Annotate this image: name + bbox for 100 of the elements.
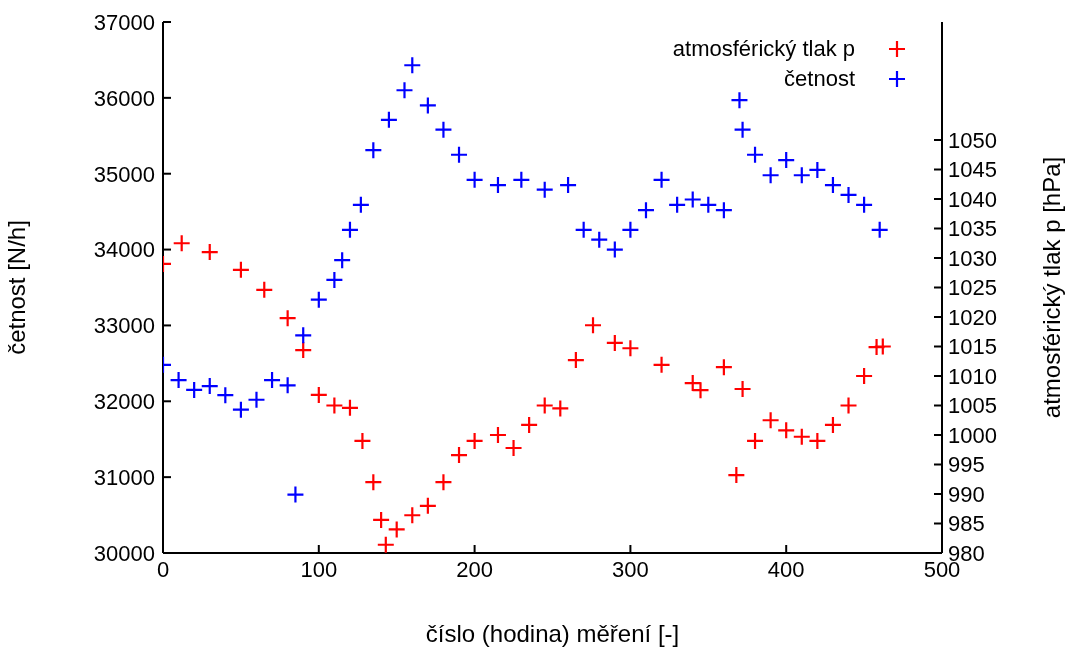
- point: [839, 396, 858, 415]
- point: [403, 56, 422, 75]
- point: [761, 166, 780, 185]
- point: [777, 421, 796, 440]
- y2-tick-label: 1045: [948, 157, 997, 183]
- legend-label: četnost: [784, 65, 855, 93]
- y2-tick-label: 995: [948, 452, 985, 478]
- point: [652, 355, 671, 374]
- point: [808, 431, 827, 450]
- x-tick-label: 0: [156, 556, 170, 582]
- y2-tick-label: 990: [948, 481, 985, 507]
- y2-tick-label: 1020: [948, 304, 997, 330]
- point: [823, 175, 843, 195]
- point: [364, 473, 383, 492]
- point: [574, 220, 593, 239]
- point: [636, 201, 656, 220]
- point: [340, 398, 360, 417]
- point: [200, 377, 219, 396]
- point: [376, 535, 395, 553]
- y2-tick-label: 1040: [948, 186, 997, 212]
- point: [351, 195, 370, 214]
- point: [395, 81, 414, 100]
- point: [777, 150, 796, 170]
- point: [535, 396, 554, 415]
- y2-tick-label: 1005: [948, 393, 997, 419]
- y2-tick-label: 1015: [948, 334, 997, 360]
- y-tick-label: 37000: [93, 9, 155, 35]
- y-tick-label: 34000: [93, 237, 155, 263]
- point: [372, 510, 391, 530]
- point: [172, 234, 191, 253]
- point: [605, 240, 624, 259]
- point: [504, 438, 523, 458]
- point: [733, 120, 752, 139]
- point: [683, 190, 702, 209]
- point: [465, 431, 484, 450]
- x-tick-label: 200: [456, 556, 493, 582]
- x-tick-label: 400: [767, 556, 805, 582]
- point: [590, 230, 609, 249]
- point: [353, 431, 372, 450]
- point: [185, 380, 204, 400]
- point: [325, 396, 344, 415]
- point: [733, 379, 752, 399]
- y2-axis-title: atmosférický tlak p [hPa]: [1037, 156, 1065, 419]
- point: [855, 366, 874, 386]
- point: [262, 370, 282, 390]
- y2-tick-label: 1000: [948, 422, 997, 448]
- point: [278, 376, 297, 395]
- point: [449, 445, 469, 465]
- y2-tick-label: 1050: [948, 127, 997, 153]
- point: [558, 175, 578, 195]
- x-tick-label: 100: [300, 556, 338, 582]
- point: [535, 180, 554, 199]
- point: [434, 120, 453, 139]
- point: [255, 280, 274, 299]
- y-tick-label: 35000: [93, 161, 155, 187]
- point: [551, 399, 570, 418]
- point: [583, 316, 603, 335]
- point: [520, 415, 539, 435]
- y-tick-label: 30000: [93, 540, 155, 566]
- point: [792, 427, 811, 446]
- point: [512, 170, 531, 189]
- point: [870, 220, 889, 239]
- point: [449, 145, 469, 164]
- point: [434, 473, 453, 492]
- point: [340, 220, 360, 239]
- point: [668, 195, 687, 214]
- y2-tick-label: 1035: [948, 216, 997, 242]
- point: [621, 220, 640, 239]
- point: [309, 385, 328, 404]
- y-axis-title: četnost [N/h]: [2, 220, 30, 355]
- point: [231, 400, 250, 419]
- y-tick-label: 36000: [93, 85, 155, 111]
- point: [730, 91, 749, 110]
- point: [403, 506, 422, 525]
- y2-tick-label: 1010: [948, 363, 997, 389]
- y2-tick-label: 985: [948, 511, 985, 537]
- point: [761, 411, 780, 430]
- point: [294, 340, 313, 360]
- point: [839, 185, 858, 205]
- point: [247, 390, 266, 409]
- point: [278, 309, 297, 328]
- point: [418, 496, 437, 515]
- point: [294, 326, 313, 345]
- x-tick-label: 300: [612, 556, 649, 582]
- y2-tick-label: 1025: [948, 275, 997, 301]
- point: [309, 290, 328, 309]
- point: [488, 175, 508, 195]
- point: [200, 243, 219, 262]
- point: [418, 96, 437, 115]
- point: [364, 141, 383, 160]
- point: [745, 431, 765, 450]
- y-tick-label: 32000: [93, 389, 155, 415]
- point: [465, 170, 484, 189]
- point: [286, 485, 305, 504]
- point: [855, 195, 874, 214]
- point: [714, 358, 733, 377]
- point: [333, 251, 352, 270]
- point: [566, 350, 585, 370]
- y2-tick-label: 1030: [948, 245, 997, 271]
- point: [169, 370, 188, 390]
